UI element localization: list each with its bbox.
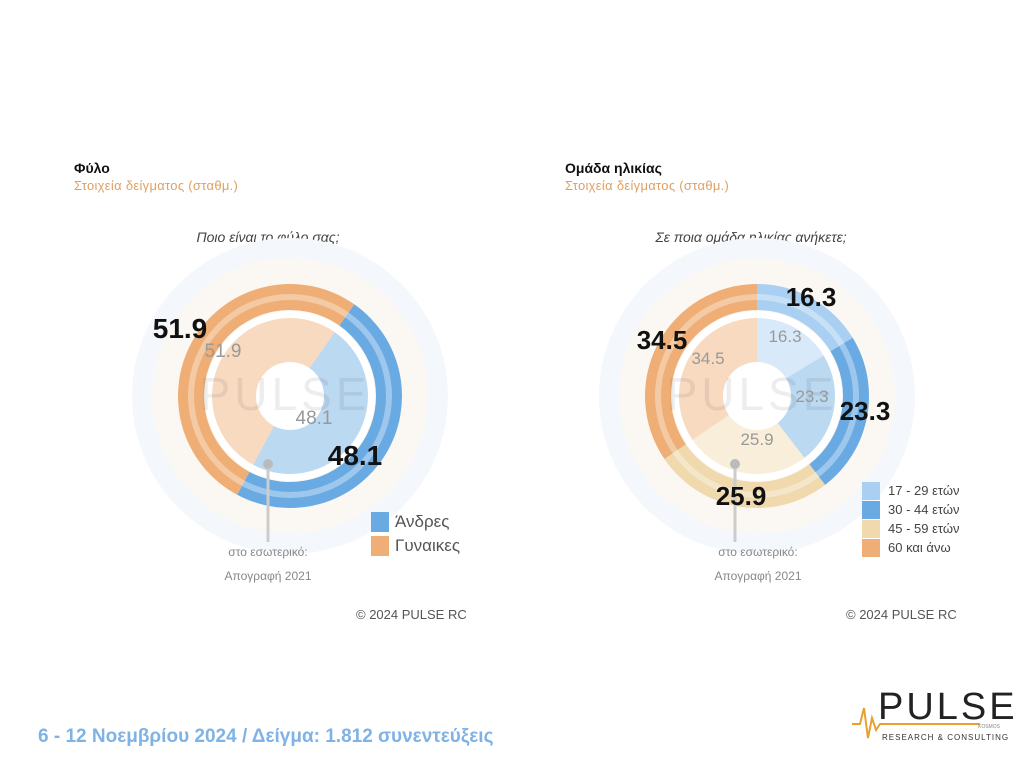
note-line: στο εσωτερικό: xyxy=(718,545,798,559)
chart1-title: Φύλο xyxy=(74,160,110,176)
inner-slice-0 xyxy=(757,318,824,379)
legend-label: Άνδρες xyxy=(395,512,450,531)
logo-sub: RESEARCH & CONSULTING xyxy=(882,733,1010,742)
inner-value-label: 51.9 xyxy=(205,341,242,362)
note-line: Απογραφή 2021 xyxy=(714,569,802,583)
legend-item: Γυναικες xyxy=(371,534,460,558)
outer-value-label: 23.3 xyxy=(840,396,891,426)
legend-swatch xyxy=(862,538,880,557)
chart2-legend: 17 - 29 ετών 30 - 44 ετών 45 - 59 ετών 6… xyxy=(862,481,959,557)
logo-pulse-line-icon xyxy=(852,707,980,739)
ring-gap xyxy=(205,311,375,481)
legend-item: 45 - 59 ετών xyxy=(862,519,959,538)
inner-value-label: 48.1 xyxy=(296,408,333,429)
legend-item: Άνδρες xyxy=(371,510,460,534)
inner-value-label: 23.3 xyxy=(795,387,828,406)
legend-swatch xyxy=(862,481,880,500)
logo-text: PULSE xyxy=(878,686,1018,728)
chart1-copyright: © 2024 PULSE RC xyxy=(356,607,467,622)
legend-swatch xyxy=(371,512,389,532)
outer-slice-0 xyxy=(237,304,403,509)
note-line: στο εσωτερικό: xyxy=(228,545,308,559)
inner-slice-1 xyxy=(212,318,335,465)
outer-slice-3 xyxy=(645,284,757,459)
watermark-logo: PULSE xyxy=(200,368,371,420)
outer-slice-0 xyxy=(757,284,853,352)
pulse-logo: PULSE KOSMOS RESEARCH & CONSULTING xyxy=(850,686,1015,748)
logo-small: KOSMOS xyxy=(978,724,1000,730)
outer-value-label: 16.3 xyxy=(786,282,837,312)
legend-swatch xyxy=(862,519,880,538)
legend-swatch xyxy=(371,536,389,556)
chart1-inner-note: στο εσωτερικό: Απογραφή 2021 xyxy=(198,540,338,588)
legend-label: 60 και άνω xyxy=(888,540,951,555)
legend-item: 17 - 29 ετών xyxy=(862,481,959,500)
note-line: Απογραφή 2021 xyxy=(224,569,312,583)
inner-value-label: 34.5 xyxy=(691,349,724,368)
legend-label: 17 - 29 ετών xyxy=(888,483,960,498)
inner-value-label: 25.9 xyxy=(740,430,773,449)
ring-highlight xyxy=(188,294,392,498)
outer-value-label: 51.9 xyxy=(153,313,208,344)
pointer-dot xyxy=(263,459,273,469)
pointer-dot xyxy=(730,459,740,469)
outer-value-label: 34.5 xyxy=(637,325,688,355)
legend-item: 60 και άνω xyxy=(862,538,959,557)
inner-slice-1 xyxy=(777,355,835,458)
outer-value-label: 48.1 xyxy=(328,440,383,471)
inner-slice-2 xyxy=(692,415,805,474)
ring-gap xyxy=(672,311,842,481)
outer-slice-2 xyxy=(664,444,826,508)
legend-label: 45 - 59 ετών xyxy=(888,521,960,536)
chart1-legend: Άνδρες Γυναικες xyxy=(371,510,460,558)
inner-value-label: 16.3 xyxy=(768,327,801,346)
chart2-question: Σε ποια ομάδα ηλικίας ανήκετε; xyxy=(655,229,847,245)
legend-label: 30 - 44 ετών xyxy=(888,502,960,517)
chart2-title: Ομάδα ηλικίας xyxy=(565,160,662,176)
chart2-inner-note: στο εσωτερικό: Απογραφή 2021 xyxy=(688,540,828,588)
footer-info: 6 - 12 Νοεμβρίου 2024 / Δείγμα: 1.812 συ… xyxy=(38,726,494,747)
chart1-subtitle: Στοιχεία δείγματος (σταθμ.) xyxy=(74,178,239,193)
legend-label: Γυναικες xyxy=(395,536,461,555)
chart2-subtitle: Στοιχεία δείγματος (σταθμ.) xyxy=(565,178,730,193)
ring-highlight xyxy=(655,294,859,498)
legend-item: 30 - 44 ετών xyxy=(862,500,959,519)
outer-slice-1 xyxy=(178,284,355,495)
legend-swatch xyxy=(862,500,880,519)
inner-slice-0 xyxy=(253,332,369,475)
outer-slice-1 xyxy=(809,337,869,485)
outer-value-label: 25.9 xyxy=(716,481,767,511)
watermark-logo: PULSE xyxy=(667,368,838,420)
chart2-copyright: © 2024 PULSE RC xyxy=(846,607,957,622)
inner-slice-3 xyxy=(679,318,757,440)
